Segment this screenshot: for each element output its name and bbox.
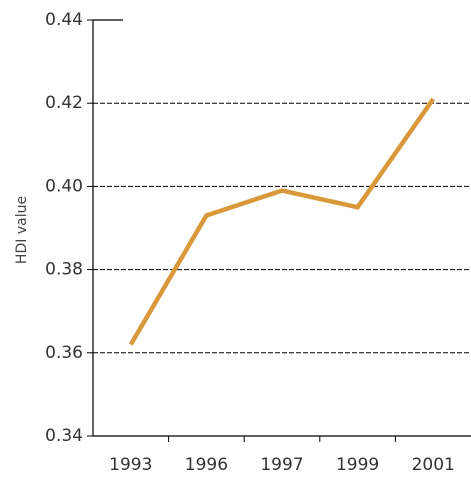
x-tick-label: 1993 bbox=[109, 455, 152, 475]
y-tick-label: 0.42 bbox=[45, 93, 83, 113]
y-axis-title: HDI value bbox=[14, 196, 30, 264]
y-tick-label: 0.40 bbox=[45, 176, 83, 196]
x-tick-label: 1996 bbox=[185, 455, 228, 475]
x-tick-label: 2001 bbox=[412, 455, 455, 475]
y-tick-label: 0.44 bbox=[45, 10, 83, 30]
x-tick-label: 1999 bbox=[336, 455, 379, 475]
y-tick-label: 0.34 bbox=[45, 426, 83, 446]
line bbox=[128, 97, 436, 346]
y-tick-label: 0.36 bbox=[45, 343, 83, 363]
x-tick-label: 1997 bbox=[260, 455, 303, 475]
y-tick-label: 0.38 bbox=[45, 260, 83, 280]
